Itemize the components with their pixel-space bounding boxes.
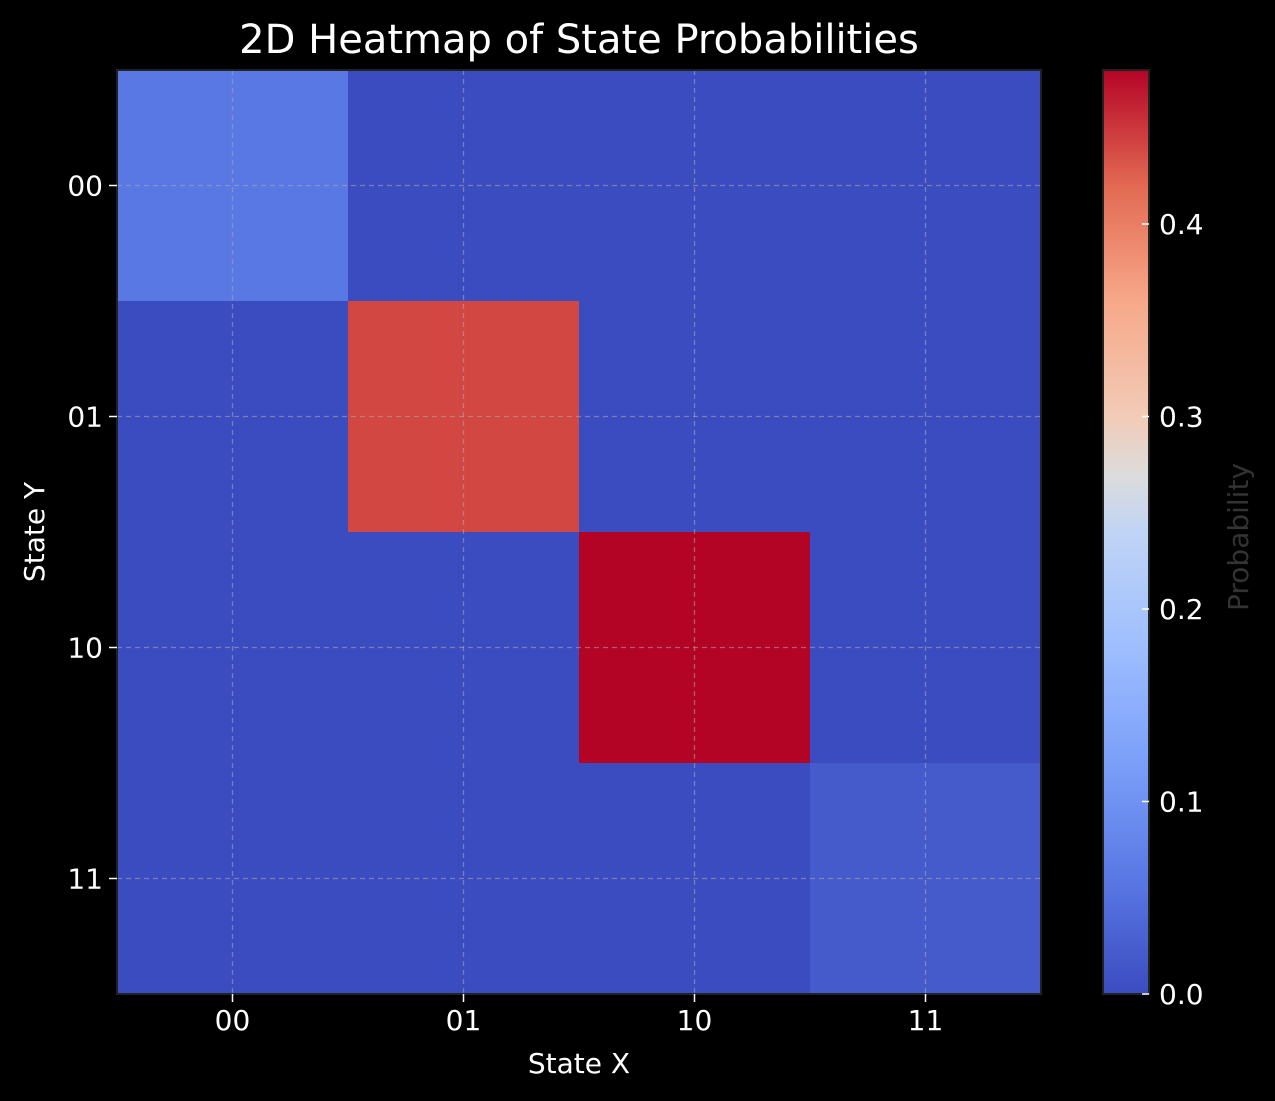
heatmap-cell-11-00 [117, 763, 349, 995]
heatmap-cell-00-00 [117, 70, 349, 302]
colorbar [1102, 69, 1150, 995]
chart-title: 2D Heatmap of State Probabilities [239, 17, 919, 63]
colorbar-tick-label: 0.2 [1159, 593, 1204, 626]
heatmap-cell-11-11 [810, 763, 1042, 995]
colorbar-tick-label: 0.3 [1159, 401, 1204, 434]
heatmap-cells [117, 70, 1042, 995]
plot-frame [116, 69, 1042, 995]
x-axis-ticks: 00 01 10 11 [215, 994, 944, 1037]
colorbar-ticks: 0.0 0.1 0.2 0.3 0.4 [1142, 208, 1204, 1011]
colorbar-tick-label: 0.0 [1159, 978, 1204, 1011]
y-tick-label: 01 [67, 401, 103, 434]
x-tick-label: 00 [215, 1004, 251, 1037]
x-tick-label: 10 [677, 1004, 713, 1037]
x-tick-label: 11 [908, 1004, 944, 1037]
heatmap-cell-00-11 [810, 70, 1042, 302]
colorbar-tick-label: 0.4 [1159, 208, 1204, 241]
colorbar-tick-label: 0.1 [1159, 786, 1204, 819]
y-tick-label: 11 [67, 863, 103, 896]
y-tick-label: 00 [67, 170, 103, 203]
y-axis-label: State Y [18, 481, 51, 582]
colorbar-label: Probability [1222, 463, 1255, 611]
x-tick-label: 01 [446, 1004, 482, 1037]
x-axis-label: State X [528, 1047, 630, 1080]
y-axis-ticks: 00 01 10 11 [67, 170, 117, 896]
y-tick-label: 10 [67, 632, 103, 665]
grid-lines [117, 70, 1041, 994]
